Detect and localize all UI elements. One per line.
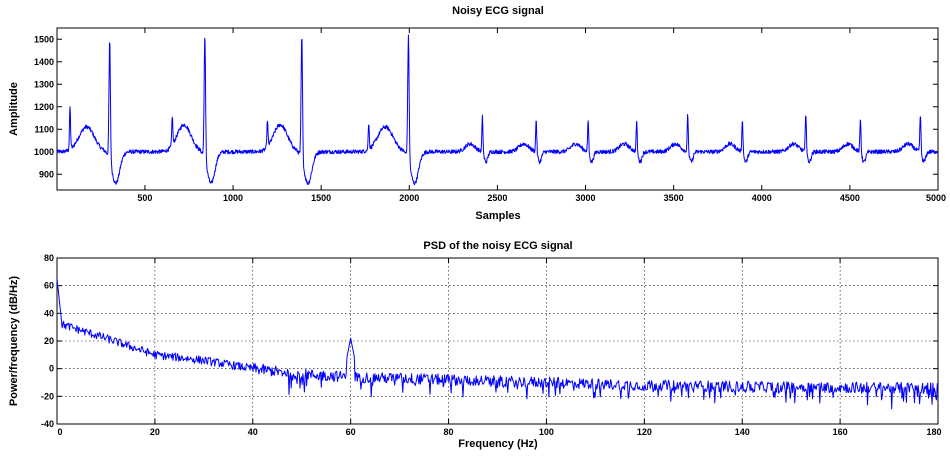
psd-chart-title: PSD of the noisy ECG signal <box>423 240 572 252</box>
ecg-y-axis-label: Amplitude <box>8 82 20 136</box>
psd-chart: PSD of the noisy ECG signal -40 -20 0 20 40 6… <box>8 240 942 450</box>
ecg-x-tick-label: 3500 <box>664 193 684 203</box>
ecg-x-axis-label: Samples <box>475 210 520 222</box>
psd-y-tick-label: 20 <box>44 336 54 346</box>
psd-y-tick-label: 80 <box>44 253 54 263</box>
ecg-plot-area <box>56 27 939 191</box>
psd-y-axis-label: Power/frequency (dB/Hz) <box>8 276 20 407</box>
psd-x-tick-label: 20 <box>150 427 160 437</box>
psd-x-tick-label: 40 <box>248 427 258 437</box>
ecg-y-tick-label: 1400 <box>34 57 54 67</box>
psd-y-tick-label: -20 <box>41 391 54 401</box>
ecg-signal-chart: Noisy ECG signal 900 1000 1100 1200 1300 1400… <box>8 5 946 222</box>
ecg-chart-title: Noisy ECG signal <box>452 5 544 17</box>
ecg-x-ticks: 500 1000 1500 2000 2500 3000 3500 4000 4500 5000 <box>137 28 946 203</box>
psd-x-tick-label: 100 <box>539 427 554 437</box>
ecg-y-tick-label: 1300 <box>34 79 54 89</box>
psd-y-tick-label: 0 <box>49 364 54 374</box>
psd-line <box>56 278 938 410</box>
psd-x-axis-label: Frequency (Hz) <box>458 438 538 450</box>
ecg-x-tick-label: 4500 <box>840 193 860 203</box>
ecg-y-ticks: 900 1000 1100 1200 1300 1400 1500 <box>34 34 938 179</box>
psd-grid <box>57 258 938 424</box>
ecg-y-tick-label: 1000 <box>34 147 54 157</box>
ecg-y-tick-label: 900 <box>39 169 54 179</box>
ecg-x-tick-label: 2500 <box>487 193 507 203</box>
ecg-x-tick-label: 500 <box>137 193 152 203</box>
ecg-y-tick-label: 1100 <box>34 124 54 134</box>
ecg-x-tick-label: 1500 <box>311 193 331 203</box>
psd-x-tick-label: 80 <box>444 427 454 437</box>
ecg-signal-line <box>56 34 939 186</box>
ecg-x-tick-label: 3000 <box>576 193 596 203</box>
ecg-x-tick-label: 4000 <box>752 193 772 203</box>
psd-x-tick-label: 0 <box>57 427 62 437</box>
ecg-x-tick-label: 1000 <box>223 193 243 203</box>
ecg-x-tick-label: 2000 <box>399 193 419 203</box>
psd-y-tick-label: 40 <box>44 308 54 318</box>
psd-x-tick-label: 140 <box>735 427 750 437</box>
ecg-x-tick-label: 5000 <box>926 193 946 203</box>
ecg-y-tick-label: 1200 <box>34 102 54 112</box>
psd-x-tick-label: 160 <box>833 427 848 437</box>
psd-x-tick-label: 60 <box>346 427 356 437</box>
psd-y-tick-label: -40 <box>41 419 54 429</box>
psd-x-tick-label: 120 <box>637 427 652 437</box>
ecg-y-tick-label: 1500 <box>34 34 54 44</box>
psd-x-tick-label: 180 <box>926 427 941 437</box>
psd-x-ticks: 0 20 40 60 80 100 120 140 160 180 <box>56 258 942 437</box>
psd-y-tick-label: 60 <box>44 281 54 291</box>
